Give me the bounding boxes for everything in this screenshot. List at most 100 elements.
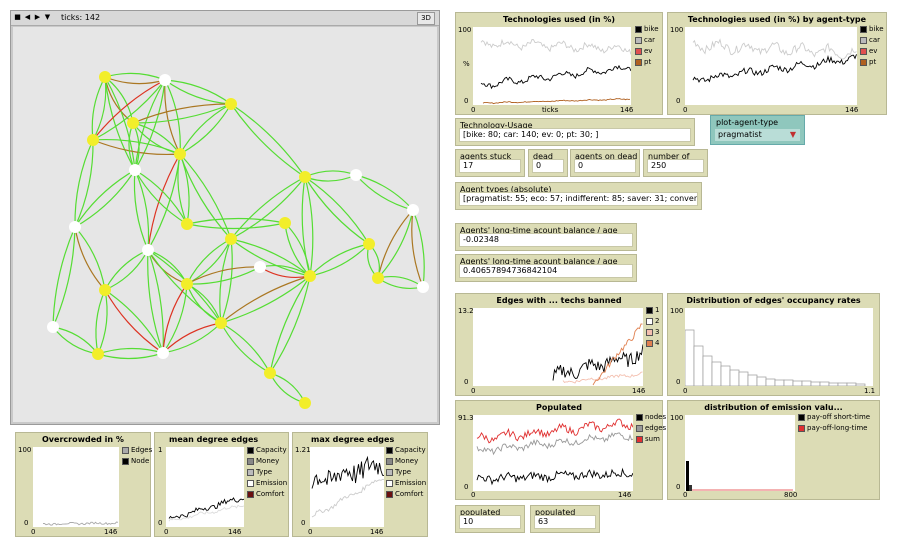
network-node <box>69 221 81 233</box>
arrow-down-icon[interactable]: ▼ <box>44 13 51 21</box>
y-max-label: 100 <box>670 414 684 422</box>
network-node <box>181 278 193 290</box>
histogram-bar <box>729 369 740 387</box>
network-edge <box>186 266 261 285</box>
world-canvas <box>13 27 437 422</box>
legend-label: Comfort <box>256 490 285 498</box>
network-node <box>350 169 362 181</box>
ticks-counter: ticks: 142 <box>61 13 101 22</box>
legend-label: Node <box>131 457 150 465</box>
x-max-label: 146 <box>618 491 632 499</box>
network-node <box>99 71 111 83</box>
legend-swatch <box>646 339 653 347</box>
chooser-label: plot-agent-type <box>716 118 779 127</box>
network-node <box>304 270 316 282</box>
histogram-bar <box>855 383 866 387</box>
plot-svg <box>686 461 793 491</box>
plot-area <box>685 27 857 105</box>
network-edge <box>134 79 166 171</box>
plot-area <box>310 447 385 527</box>
plot-title: Technologies used (in %) <box>502 15 616 24</box>
legend-item: Emission <box>247 479 287 487</box>
x-min-label: 0 <box>471 387 476 395</box>
arrow-right-icon[interactable]: ▶ <box>34 13 41 21</box>
monitor-balance-mean: Agents' long-time acount balance / age (… <box>455 223 637 251</box>
monitor-value: 17 <box>459 159 521 173</box>
plot-agent-type-chooser[interactable]: plot-agent-type pragmatist ▼ <box>710 115 805 145</box>
legend-item: Money <box>386 457 418 465</box>
y-max-label: 100 <box>670 26 684 34</box>
monitor-value: 250 <box>647 159 704 173</box>
network-edge <box>269 372 306 404</box>
plot-line <box>476 418 634 444</box>
x-min-label: 0 <box>471 491 476 499</box>
network-edge <box>104 289 164 354</box>
x-max-label: 1.1 <box>864 387 876 395</box>
network-edge <box>74 139 94 228</box>
monitor-value: [bike: 80; car: 140; ev: 0; pt: 30; ] <box>459 128 691 142</box>
plot-area <box>685 415 795 491</box>
x-max-label: 800 <box>784 491 798 499</box>
monitor-agents-stuck: agents stuck 17 <box>455 149 525 177</box>
plot-technologies-used: Technologies used (in %) 100 0 % 0 ticks… <box>455 12 663 115</box>
x-min-label: 0 <box>164 528 169 536</box>
network-node <box>279 217 291 229</box>
plot-line <box>552 344 644 381</box>
network-edge <box>95 289 106 355</box>
y-min-label: 0 <box>676 97 681 105</box>
network-edge <box>230 238 311 277</box>
network-edge <box>104 249 149 291</box>
plot-line <box>476 467 634 486</box>
network-edge <box>230 103 306 178</box>
arrow-left-icon[interactable]: ◀ <box>24 13 31 21</box>
legend-swatch <box>247 479 254 487</box>
network-edge <box>164 79 232 105</box>
monitor-value: 0 <box>574 159 636 173</box>
monitor-dead-ends: dead ends 0 <box>528 149 568 177</box>
histogram-bar <box>810 381 821 387</box>
network-edge <box>92 79 166 141</box>
network-edge <box>52 326 99 355</box>
y-max-label: 91.3 <box>458 414 474 422</box>
shapes-icon[interactable]: ■ <box>14 13 21 21</box>
network-graph <box>47 71 429 409</box>
legend-item: Capacity <box>386 446 426 454</box>
legend-swatch <box>860 58 867 66</box>
monitor-number-of-agents: number of agents 250 <box>643 149 708 177</box>
network-node <box>99 284 111 296</box>
legend-item: Type <box>386 468 411 476</box>
network-edge <box>91 76 106 141</box>
network-node <box>92 348 104 360</box>
y-axis-label: % <box>463 60 470 68</box>
plot-populated: Populated 91.3 0 0 146 nodes edges sum <box>455 400 666 500</box>
legend-label: Money <box>256 457 280 465</box>
plot-mean-degree-edges: mean degree edges 1 0 0 146 Capacity Mon… <box>154 432 289 537</box>
network-edge <box>309 243 370 277</box>
network-node <box>47 321 59 333</box>
3d-view-button[interactable]: 3D <box>417 12 435 25</box>
network-edge <box>74 139 94 228</box>
y-min-label: 0 <box>676 483 681 491</box>
network-node <box>87 134 99 146</box>
legend-swatch <box>636 413 643 421</box>
network-edge <box>92 79 166 141</box>
monitor-value: 0.40657894736842104 <box>459 264 633 278</box>
legend-swatch <box>635 58 642 66</box>
chevron-down-icon[interactable]: ▼ <box>789 130 796 139</box>
histogram-bar <box>738 371 749 387</box>
network-edge <box>97 347 164 355</box>
legend-label: 1 <box>655 306 660 314</box>
plot-svg <box>43 521 119 526</box>
world-view[interactable]: ■ ◀ ▶ ▼ ticks: 142 3D <box>10 10 440 425</box>
plot-svg <box>552 323 644 386</box>
legend-label: Money <box>395 457 419 465</box>
legend-label: Type <box>395 468 412 476</box>
chooser-value[interactable]: pragmatist <box>715 129 800 141</box>
network-node <box>299 171 311 183</box>
network-edge <box>104 289 164 354</box>
network-edge <box>162 283 188 354</box>
monitor-value: [pragmatist: 55; eco: 57; indifferent: 8… <box>459 192 698 206</box>
x-min-label: 0 <box>31 528 36 536</box>
histogram-bar <box>711 361 722 387</box>
histogram-bar <box>747 374 758 387</box>
